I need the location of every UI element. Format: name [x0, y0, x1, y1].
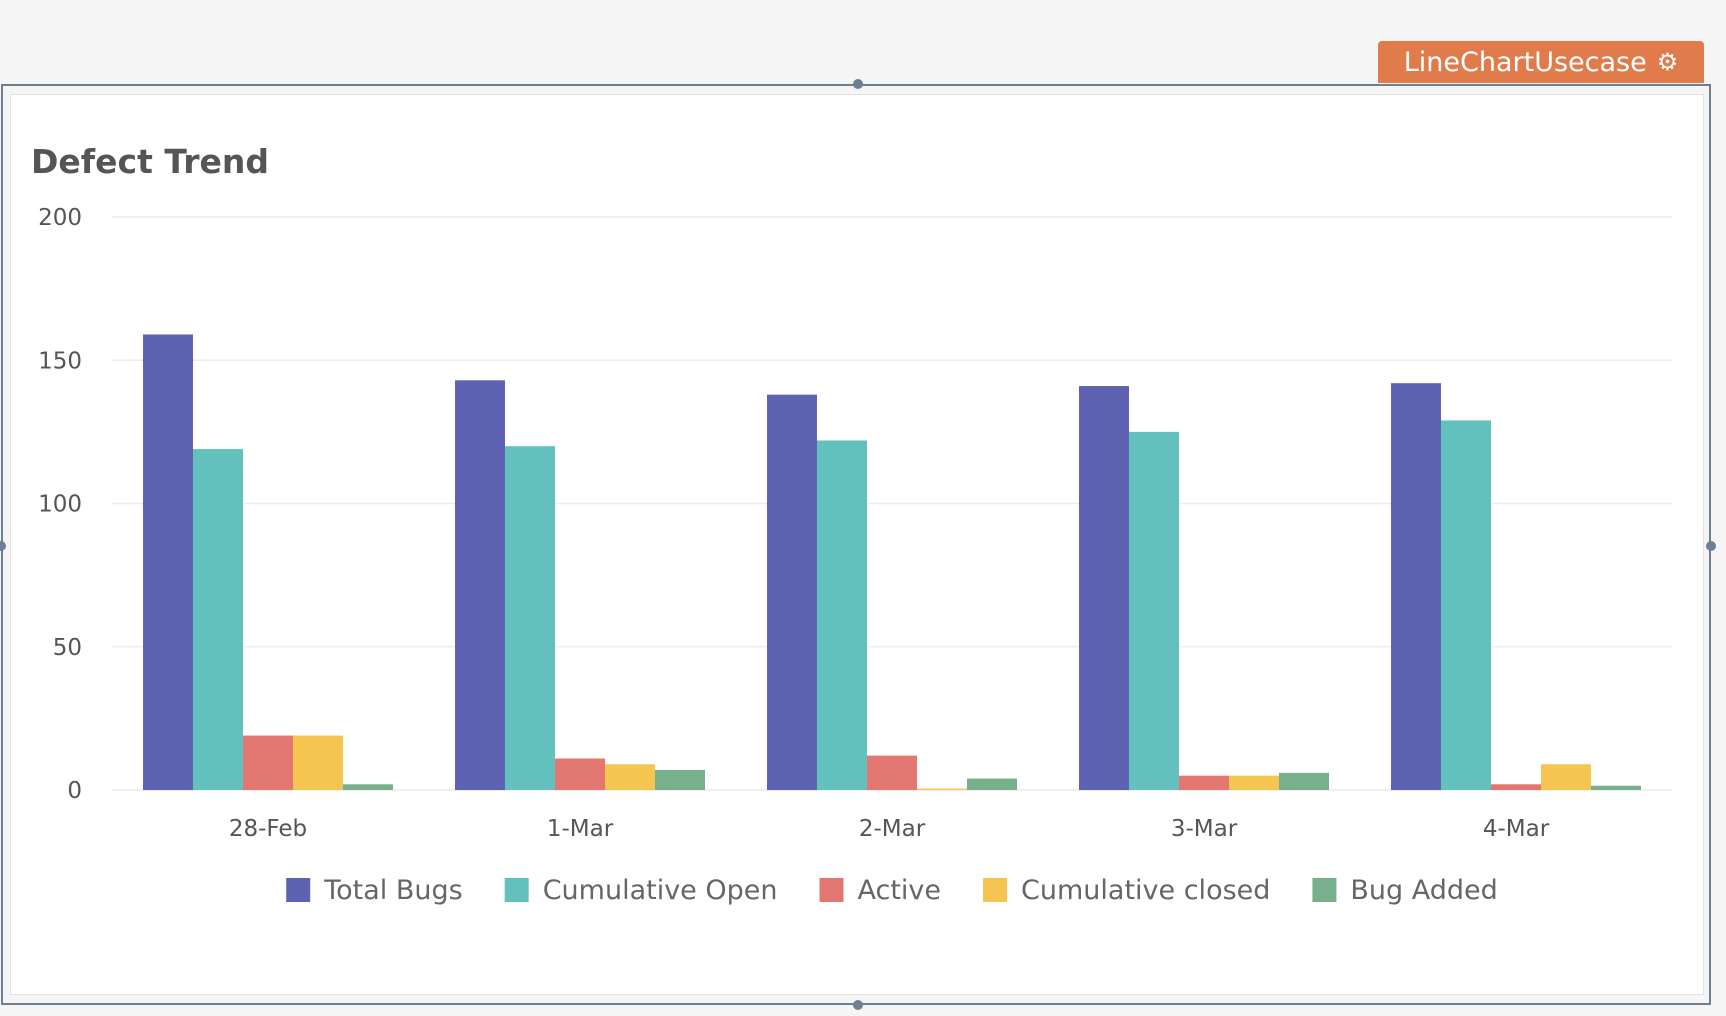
y-tick-label: 100 [38, 492, 82, 518]
bar[interactable] [1491, 784, 1541, 790]
bar[interactable] [1129, 431, 1179, 790]
legend-swatch [286, 878, 311, 902]
bar[interactable] [605, 764, 655, 790]
bar[interactable] [917, 788, 967, 790]
bar[interactable] [343, 784, 393, 790]
bar[interactable] [767, 394, 817, 790]
bar[interactable] [655, 769, 705, 790]
bar[interactable] [293, 735, 343, 790]
chart-title: Defect Trend [31, 142, 269, 181]
bar[interactable] [1229, 775, 1279, 790]
bar[interactable] [867, 755, 917, 790]
legend-label: Active [858, 875, 942, 906]
bar[interactable] [1541, 764, 1591, 790]
legend-item[interactable]: Cumulative closed [983, 875, 1270, 906]
bar[interactable] [1391, 383, 1441, 790]
y-axis-ticks: 0 50 100 150 200 [38, 205, 82, 804]
x-axis-ticks: 28-Feb 1-Mar 2-Mar 3-Mar 4-Mar [229, 816, 1550, 842]
legend-item[interactable]: Cumulative Open [504, 875, 778, 906]
x-tick-label: 2-Mar [859, 816, 926, 842]
y-tick-label: 50 [53, 635, 82, 661]
bar[interactable] [1441, 420, 1491, 790]
legend-item[interactable]: Active [819, 875, 942, 906]
widget-name: LineChartUsecase [1403, 46, 1647, 78]
legend-label: Cumulative Open [543, 875, 778, 906]
bar[interactable] [243, 735, 293, 790]
widget-settings-tab[interactable]: LineChartUsecase ⚙ [1378, 41, 1704, 83]
resize-handle-bottom[interactable] [853, 1000, 863, 1010]
bar[interactable] [455, 380, 505, 790]
bar[interactable] [817, 440, 867, 790]
x-tick-label: 1-Mar [547, 816, 614, 842]
bar[interactable] [143, 334, 193, 790]
bars [143, 334, 1641, 790]
gear-icon[interactable]: ⚙ [1656, 48, 1679, 76]
bar[interactable] [193, 449, 243, 790]
y-tick-label: 0 [67, 778, 82, 804]
legend-swatch [1312, 878, 1337, 902]
legend-item[interactable]: Total Bugs [286, 875, 463, 906]
resize-handle-right[interactable] [1706, 541, 1716, 551]
x-tick-label: 3-Mar [1171, 816, 1238, 842]
y-tick-label: 150 [38, 348, 82, 374]
bar[interactable] [967, 778, 1017, 790]
bar[interactable] [555, 758, 605, 790]
legend-swatch [819, 878, 844, 902]
resize-handle-left[interactable] [0, 541, 6, 551]
legend: Total Bugs Cumulative Open Active Cumulativ… [286, 875, 1498, 906]
legend-label: Total Bugs [323, 875, 462, 906]
legend-swatch [504, 878, 529, 902]
legend-item[interactable]: Bug Added [1312, 875, 1498, 906]
resize-handle-top[interactable] [853, 79, 863, 89]
legend-swatch [983, 878, 1008, 902]
legend-label: Bug Added [1350, 875, 1497, 906]
bar[interactable] [1179, 775, 1229, 790]
legend-label: Cumulative closed [1021, 875, 1270, 906]
bar[interactable] [1079, 386, 1129, 790]
bar[interactable] [1591, 785, 1641, 790]
x-tick-label: 28-Feb [229, 816, 307, 842]
y-tick-label: 200 [38, 205, 82, 231]
bar[interactable] [1279, 772, 1329, 790]
bar[interactable] [505, 446, 555, 790]
x-tick-label: 4-Mar [1483, 816, 1550, 842]
